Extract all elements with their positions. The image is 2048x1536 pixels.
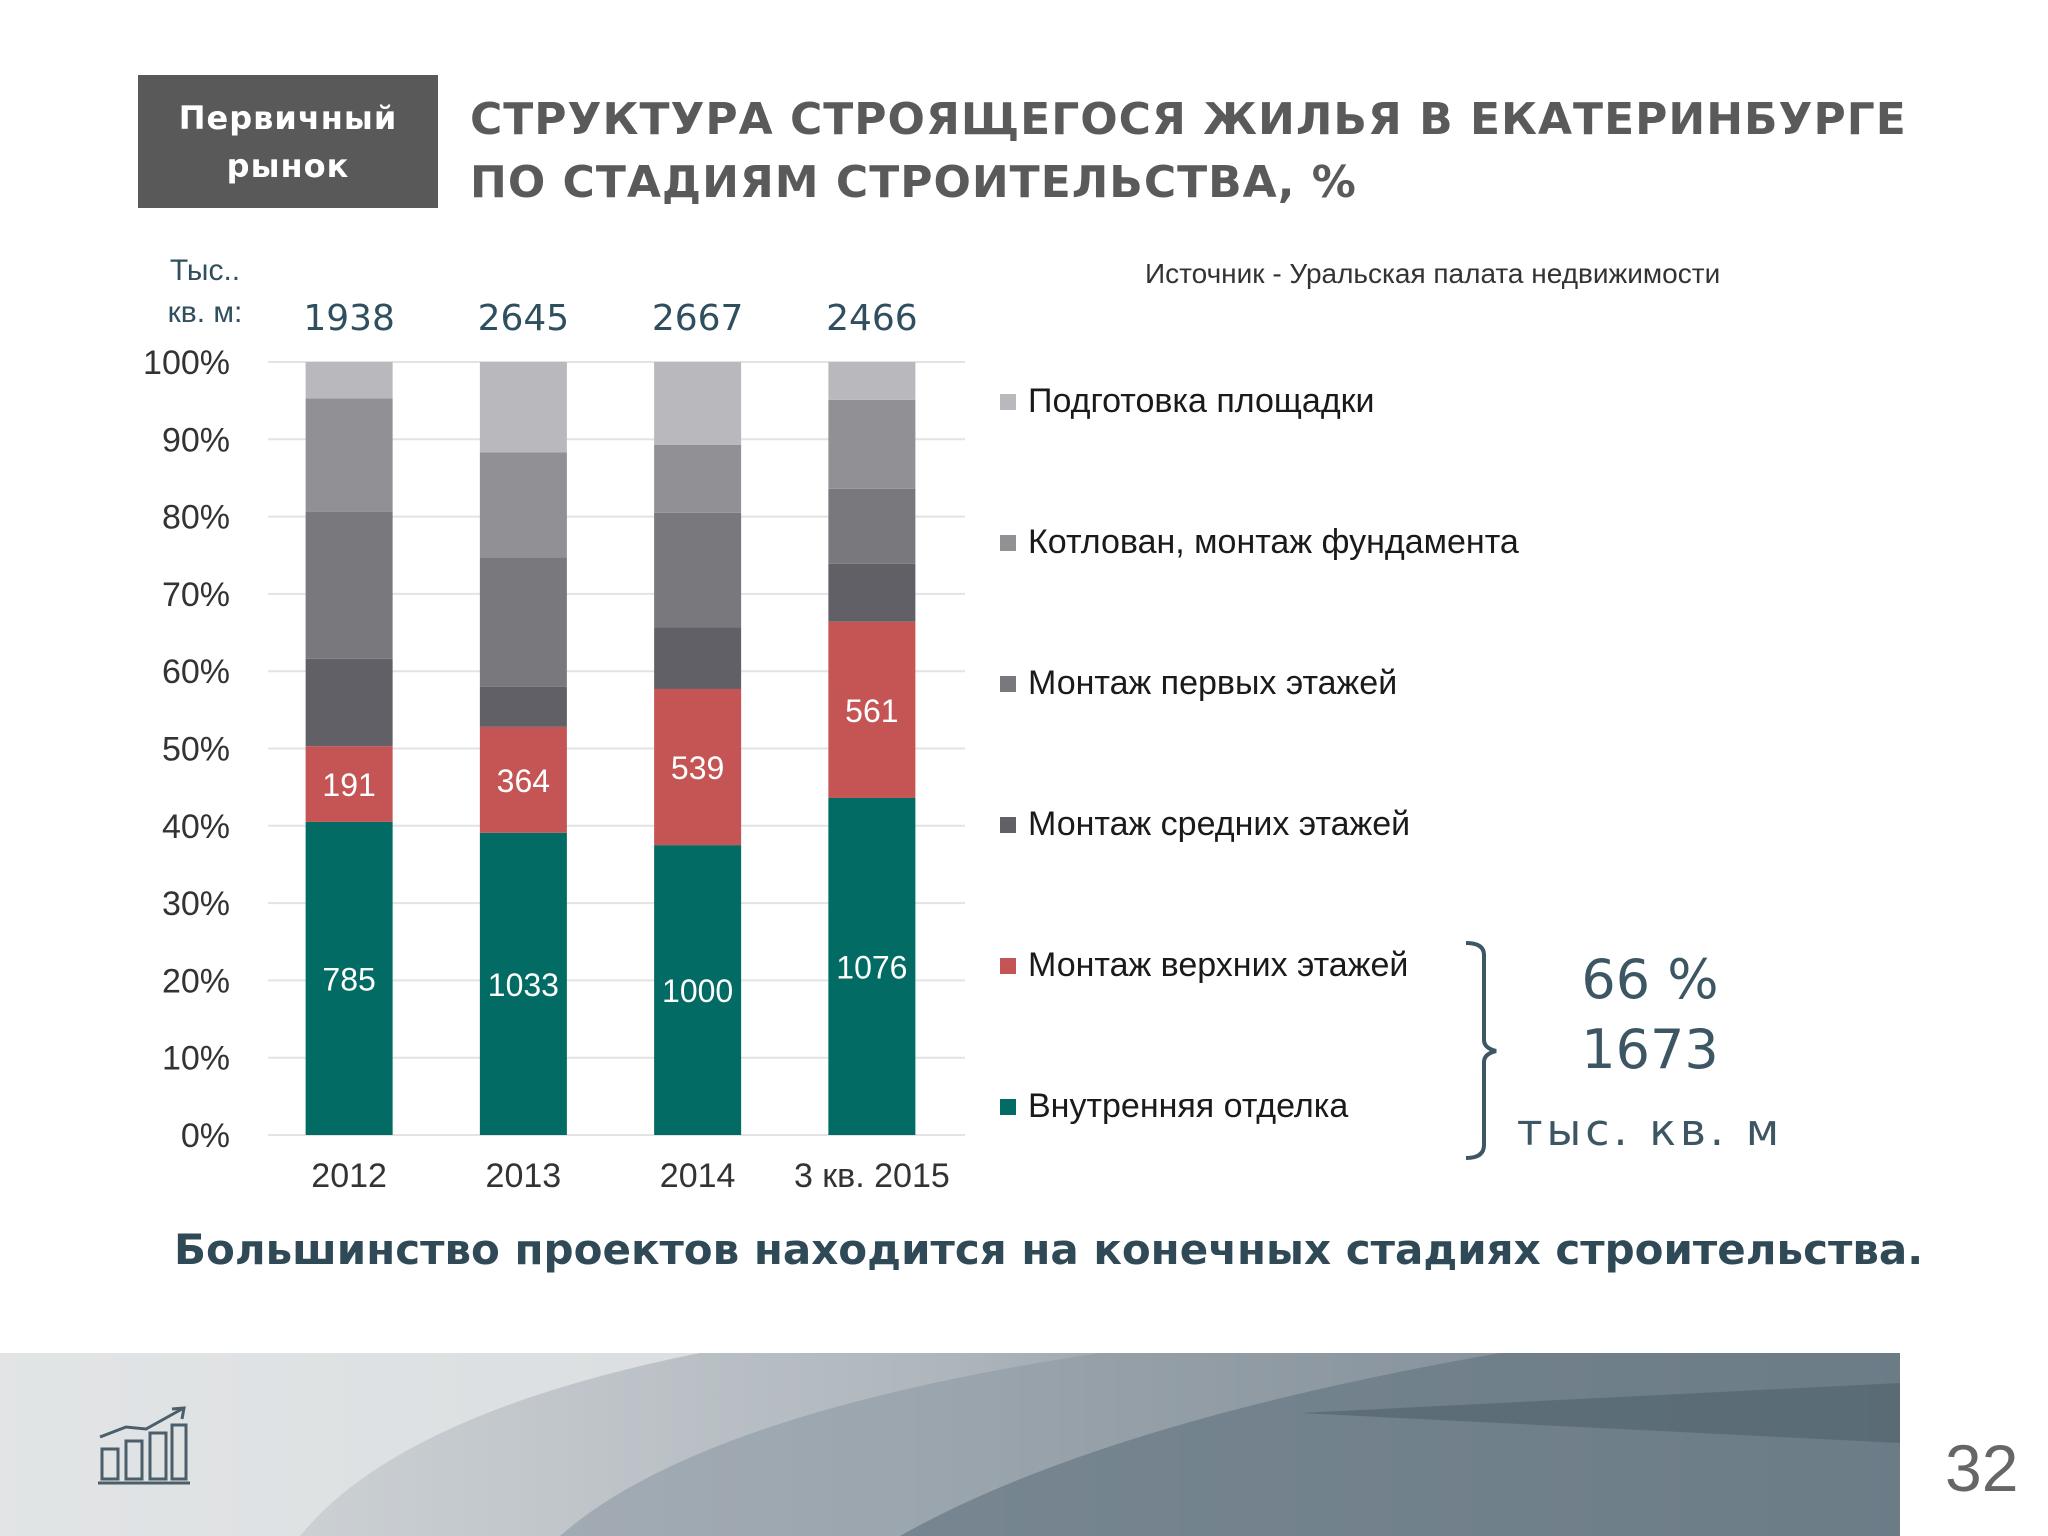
summary-unit: тыс. кв. м: [1516, 1105, 1784, 1156]
legend-swatch: [1000, 534, 1016, 551]
data-label: 1033: [488, 967, 559, 1003]
legend-item: Котлован, монтаж фундамента: [1000, 523, 1519, 562]
conclusion-text: Большинство проектов находится на конечн…: [174, 1225, 1924, 1274]
total-label: 2645: [478, 298, 570, 339]
bar-segment: [654, 688, 742, 846]
bar-segment: [828, 362, 916, 400]
y-tick-label: 40%: [162, 808, 230, 846]
legend-swatch: [1000, 393, 1016, 410]
data-label: 561: [845, 693, 898, 729]
x-tick-label: 2014: [660, 1157, 736, 1195]
x-tick-label: 2013: [486, 1157, 562, 1195]
title-line-2: ПО СТАДИЯМ СТРОИТЕЛЬСТВА, %: [470, 157, 1357, 208]
bar-segment: [305, 658, 393, 747]
legend-item: Монтаж верхних этажей: [1000, 946, 1408, 985]
legend-swatch: [1000, 957, 1016, 974]
y-tick-label: 60%: [162, 653, 230, 691]
total-label: 1938: [303, 298, 395, 339]
chart-growth-icon: [98, 1406, 190, 1485]
bar-segment: [479, 362, 567, 453]
y-tick-label: 70%: [162, 576, 230, 614]
legend-item: Подготовка площадки: [1000, 382, 1375, 421]
page-number: 32: [1945, 1431, 2019, 1505]
unit-label-line-1: Тыс..: [169, 254, 241, 287]
data-label: 539: [671, 750, 724, 786]
y-tick-label: 30%: [162, 885, 230, 923]
bar-segment: [479, 832, 567, 1135]
badge-line-1: Первичный: [178, 98, 398, 137]
legend-label: Монтаж первых этажей: [1028, 664, 1398, 702]
footer-banner: [0, 1353, 1900, 1536]
legend-swatch: [1000, 816, 1016, 833]
bar-segment: [654, 512, 742, 628]
bar-segment: [479, 686, 567, 727]
legend-item: Монтаж первых этажей: [1000, 664, 1397, 703]
bar-segment: [305, 511, 393, 659]
summary-area: 1673: [1581, 1018, 1719, 1081]
y-tick-label: 90%: [162, 421, 230, 459]
bar-segment: [828, 563, 916, 622]
primary-market-badge: Первичный рынок: [138, 75, 438, 208]
data-label: 1076: [836, 949, 907, 985]
bar-segment: [654, 627, 742, 689]
y-tick-label: 0%: [181, 1117, 230, 1155]
legend-item: Внутренняя отделка: [1000, 1087, 1348, 1126]
data-label: 191: [322, 767, 375, 803]
summary-percent: 66 %: [1581, 948, 1719, 1011]
slide-title: СТРУКТУРА СТРОЯЩЕГОСЯ ЖИЛЬЯ В ЕКАТЕРИНБУ…: [470, 88, 1907, 214]
bar-segment: [828, 797, 916, 1135]
stacked-bar-chart: 0% 10% 20% 30% 40% 50% 60% 70% 80% 90% 100% 785 191 1…: [143, 298, 965, 1195]
bar-segment: [305, 362, 393, 399]
total-label: 2667: [652, 298, 744, 339]
legend-label: Подготовка площадки: [1028, 382, 1375, 420]
x-tick-label: 3 кв. 2015: [794, 1157, 950, 1195]
unit-label: Тыс.. кв. м:: [150, 250, 260, 334]
bar-segment: [828, 621, 916, 798]
bar-segment: [305, 821, 393, 1135]
x-tick-label: 2012: [311, 1157, 387, 1195]
bar-segment: [479, 557, 567, 687]
right-brace-icon: [1465, 941, 1497, 1160]
y-tick-label: 80%: [162, 499, 230, 537]
title-line-1: СТРУКТУРА СТРОЯЩЕГОСЯ ЖИЛЬЯ В ЕКАТЕРИНБУ…: [470, 94, 1907, 145]
y-tick-label: 50%: [162, 731, 230, 769]
legend-label: Монтаж средних этажей: [1028, 805, 1411, 843]
bar-segment: [654, 362, 742, 445]
bar-segment: [654, 444, 742, 513]
bar-segment: [305, 398, 393, 512]
legend-item: Монтаж средних этажей: [1000, 805, 1410, 844]
data-label: 1000: [662, 973, 733, 1009]
unit-label-line-2: кв. м:: [167, 296, 243, 329]
bar-segment: [479, 452, 567, 558]
legend-swatch: [1000, 1098, 1016, 1115]
bar-segment: [654, 845, 742, 1135]
y-tick-label: 10%: [162, 1040, 230, 1078]
data-label: 364: [497, 763, 550, 799]
bar-segment: [479, 726, 567, 833]
legend-swatch: [1000, 675, 1016, 692]
total-label: 2466: [826, 298, 918, 339]
source-note: Источник - Уральская палата недвижимости: [1145, 258, 1721, 289]
bar-segment: [828, 488, 916, 564]
data-label: 785: [322, 961, 375, 997]
legend-label: Котлован, монтаж фундамента: [1028, 523, 1519, 561]
bar-segment: [828, 399, 916, 489]
legend-label: Монтаж верхних этажей: [1028, 946, 1409, 984]
bar-segment: [305, 746, 393, 822]
badge-line-2: рынок: [226, 146, 350, 185]
legend-label: Внутренняя отделка: [1028, 1087, 1349, 1125]
y-tick-label: 20%: [162, 962, 230, 1000]
y-tick-label: 100%: [143, 344, 230, 382]
